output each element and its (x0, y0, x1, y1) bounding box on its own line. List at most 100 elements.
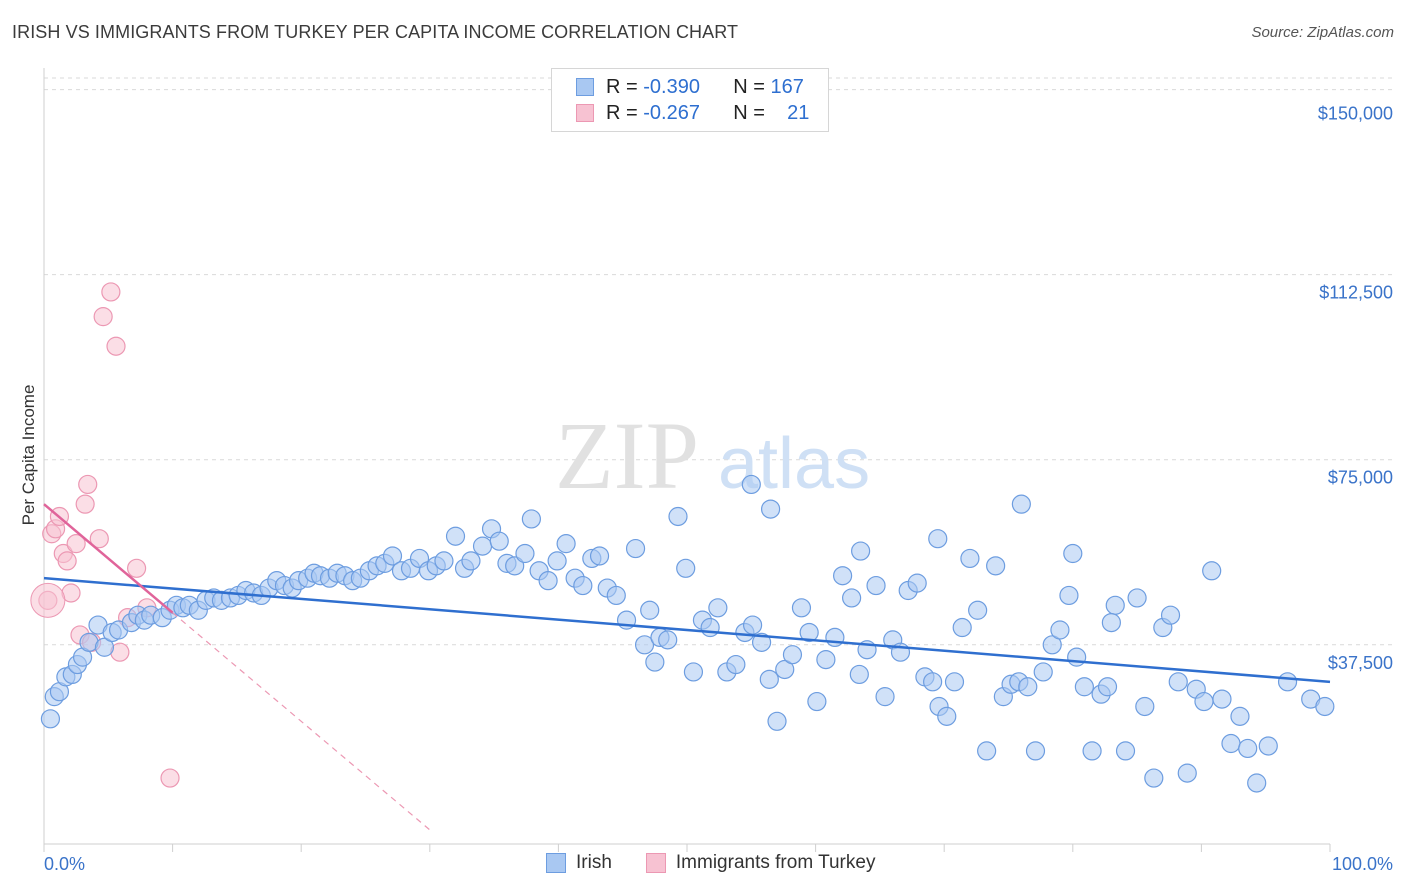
y-tick-label: $150,000 (1318, 104, 1393, 124)
turkey-point (93, 307, 113, 327)
y-tick-label: $112,500 (1319, 283, 1393, 303)
irish-point (538, 571, 558, 591)
irish-point (1144, 768, 1164, 788)
irish-point (751, 632, 772, 652)
irish-point (1097, 677, 1118, 697)
irish-point (1230, 706, 1250, 726)
irish-point (866, 575, 886, 596)
irish-point (907, 573, 927, 593)
irish-point (683, 662, 704, 682)
legend-item-turkey[interactable]: Immigrants from Turkey (645, 852, 876, 874)
irish-point (944, 672, 965, 692)
irish-point (816, 650, 836, 670)
irish-point (875, 687, 895, 707)
irish-point (851, 541, 871, 561)
turkey-point (160, 768, 180, 788)
irish-point (521, 509, 541, 529)
irish-point (445, 526, 466, 546)
irish-point (634, 635, 655, 655)
irish-point (1247, 773, 1267, 793)
turkey-r-label: R = (606, 101, 638, 124)
irish-point (1042, 635, 1062, 655)
x-tick-label-min: 0.0% (44, 854, 85, 874)
turkey-point (66, 534, 86, 554)
irish-point (833, 566, 853, 586)
irish-point (842, 588, 862, 608)
legend-row-turkey: R = -0.267 N = 21 (576, 100, 809, 126)
turkey-swatch (576, 104, 594, 122)
irish-point (1105, 595, 1125, 615)
turkey-legend-swatch (645, 853, 666, 873)
irish-point (1258, 736, 1278, 756)
irish-point (434, 551, 454, 571)
irish-point (556, 534, 576, 554)
y-tick-labels: $37,500 $75,000 $112,500 $150,000 (1318, 104, 1393, 673)
irish-point (1315, 696, 1335, 717)
irish-n-label: N = (733, 75, 765, 98)
irish-point (937, 706, 957, 726)
turkey-n-label: N = (733, 101, 765, 124)
irish-point (382, 546, 403, 566)
irish-point (1063, 543, 1083, 564)
turkey-point (89, 529, 109, 549)
irish-point (767, 711, 787, 731)
irish-point (1025, 741, 1046, 761)
chart-source: Source: ZipAtlas.com (1251, 24, 1394, 41)
y-tick-label: $75,000 (1328, 468, 1393, 488)
turkey-point (106, 336, 126, 356)
irish-point (775, 659, 795, 680)
turkey-point (101, 282, 121, 302)
irish-point (489, 531, 509, 551)
irish-r-label: R = (606, 75, 638, 98)
irish-point (1127, 588, 1147, 608)
series-legend: Irish Immigrants from Turkey (546, 852, 909, 874)
irish-point (1011, 494, 1031, 514)
x-tick-labels: 0.0% 100.0% (44, 854, 1393, 874)
irish-r-value: -0.390 (643, 75, 700, 98)
irish-point (986, 556, 1006, 576)
legend-item-irish[interactable]: Irish (546, 852, 612, 874)
irish-point (741, 474, 761, 495)
irish-point (825, 627, 845, 648)
irish-legend-swatch (546, 853, 566, 873)
irish-point (589, 546, 610, 566)
irish-point (461, 551, 481, 571)
y-axis-title: Per Capita Income (19, 385, 38, 526)
irish-point (952, 617, 972, 638)
irish-point (708, 598, 728, 618)
irish-n-value: 167 (770, 75, 804, 98)
irish-point (923, 672, 943, 692)
turkey-trend-line (43, 503, 174, 614)
irish-point (977, 741, 997, 761)
irish-point (676, 558, 696, 578)
irish-point (1018, 677, 1038, 697)
irish-point (760, 499, 781, 519)
irish-point (1067, 647, 1087, 667)
irish-point (640, 600, 660, 620)
gridlines (44, 77, 1395, 646)
irish-point (645, 652, 665, 672)
irish-point (1074, 677, 1094, 697)
irish-point (700, 617, 720, 638)
irish-point (668, 506, 688, 527)
irish-point (1212, 689, 1232, 709)
turkey-point (78, 474, 98, 495)
irish-point (759, 669, 779, 689)
irish-point (960, 548, 980, 569)
irish-point (1033, 662, 1053, 682)
turkey-legend-label: Immigrants from Turkey (675, 852, 876, 873)
irish-point (1194, 691, 1214, 712)
irish-point (1277, 672, 1298, 692)
turkey-point-large (30, 582, 66, 618)
irish-point (1135, 696, 1155, 717)
irish-point (515, 543, 535, 564)
irish-point (1177, 763, 1197, 783)
irish-point (547, 551, 567, 571)
irish-swatch (576, 78, 594, 96)
irish-point (849, 664, 869, 685)
irish-trend-line (43, 576, 1331, 684)
turkey-point (57, 551, 77, 571)
turkey-trend-extension (172, 612, 431, 831)
irish-point (807, 691, 827, 712)
